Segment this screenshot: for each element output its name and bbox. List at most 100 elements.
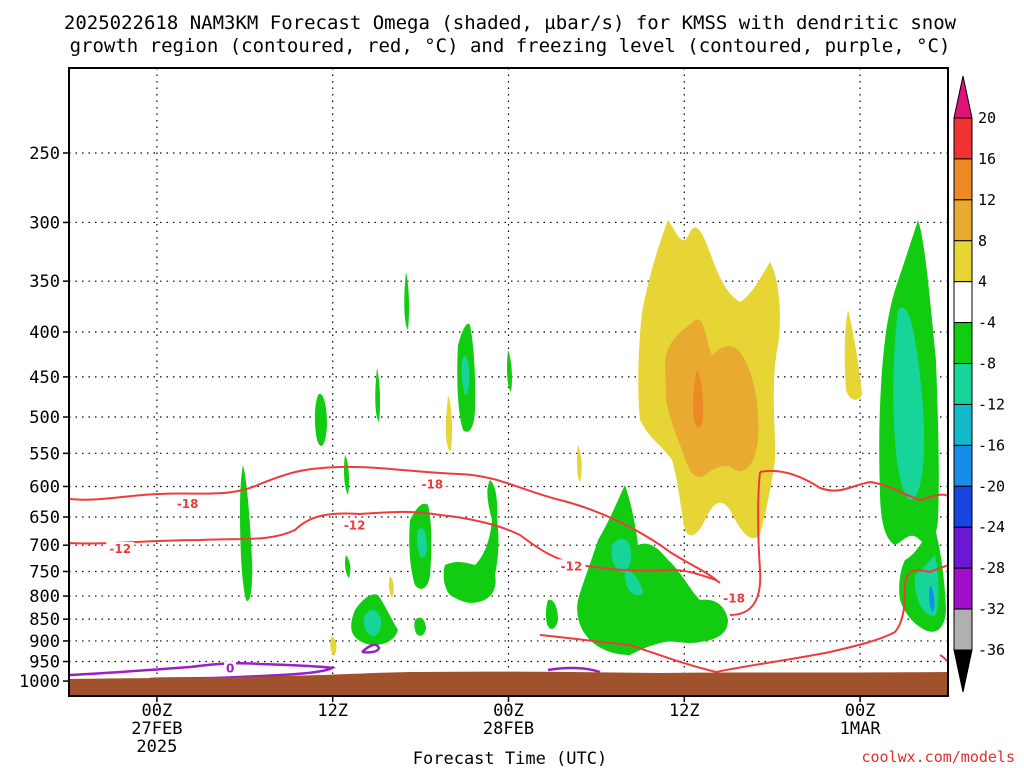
colorbar-label: 16 bbox=[978, 150, 996, 168]
colorbar-label: -12 bbox=[978, 395, 1005, 413]
omega-shade-orange-inner bbox=[665, 319, 759, 478]
chart-title-line2: growth region (contoured, red, °C) and f… bbox=[70, 35, 951, 57]
colorbar-label: -36 bbox=[978, 641, 1005, 659]
omega-shade-yellow-small2 bbox=[576, 445, 582, 482]
dgz-contours bbox=[69, 465, 948, 674]
omega-shading bbox=[240, 220, 946, 656]
colorbar-swatch bbox=[953, 363, 973, 405]
y-tick-label: 700 bbox=[29, 536, 60, 556]
contour-label: -18 bbox=[421, 478, 443, 492]
freezing-contour-small bbox=[361, 643, 381, 654]
omega-shade-teal-central-right2 bbox=[624, 570, 643, 596]
contour-label-bg bbox=[720, 591, 749, 606]
omega-shade-green-small-e bbox=[344, 455, 349, 495]
x-tick-label: 28FEB bbox=[483, 719, 534, 739]
colorbar-swatch bbox=[953, 485, 973, 528]
contour-label-bg bbox=[106, 541, 135, 556]
omega-shade-teal-lower-left bbox=[363, 609, 382, 636]
plot-area: -18-12-12-18-12-18-120 bbox=[69, 68, 948, 696]
contour-minus18 bbox=[69, 465, 721, 584]
omega-shade-green-small-f bbox=[345, 555, 351, 578]
omega-shade-teal-center2 bbox=[416, 528, 427, 558]
y-tick-label: 450 bbox=[29, 368, 60, 388]
colorbar-label: -8 bbox=[978, 355, 996, 373]
y-tick-label: 400 bbox=[29, 323, 60, 343]
colorbar-swatch bbox=[953, 322, 973, 365]
omega-shade-teal-mid-tall bbox=[461, 355, 470, 395]
colorbar-label: 8 bbox=[978, 232, 987, 250]
colorbar-swatch bbox=[953, 240, 973, 283]
colorbar-swatch bbox=[953, 158, 973, 201]
x-tick-label: 12Z bbox=[669, 701, 700, 721]
colorbar-label: 20 bbox=[978, 109, 996, 127]
freezing-contour-right bbox=[547, 666, 601, 674]
x-tick-label: 2025 bbox=[136, 737, 177, 757]
colorbar: 20 16 12 8 4 -4 -8 -12 -16 -20 -24 -28 -32 -36 bbox=[953, 75, 1005, 693]
colorbar-label: -16 bbox=[978, 436, 1005, 454]
omega-shade-teal-far-right bbox=[893, 307, 925, 500]
x-axis-label: Forecast Time (UTC) bbox=[413, 749, 607, 768]
contour-minus18-right bbox=[759, 469, 948, 502]
y-tick-label: 750 bbox=[29, 562, 60, 582]
colorbar-top-arrow bbox=[953, 75, 973, 119]
x-tick-label: 00Z bbox=[845, 701, 876, 721]
x-tick-label: 00Z bbox=[142, 701, 173, 721]
colorbar-label: -28 bbox=[978, 559, 1005, 577]
colorbar-swatch bbox=[953, 567, 973, 610]
colorbar-label: -4 bbox=[978, 314, 996, 332]
y-tick-label: 250 bbox=[29, 144, 60, 164]
omega-shade-blue-far-right-lower bbox=[929, 585, 935, 612]
contour-label-bg bbox=[340, 518, 369, 533]
omega-shade-teal-central-right bbox=[611, 538, 632, 572]
omega-shade-green-small-c bbox=[314, 394, 327, 446]
contour-minus12-lower bbox=[539, 564, 948, 674]
x-tick-label: 27FEB bbox=[131, 719, 182, 739]
contour-label: -12 bbox=[344, 519, 366, 533]
colorbar-bottom-arrow bbox=[953, 649, 973, 693]
contour-label: -12 bbox=[109, 542, 131, 556]
omega-shade-yellow-right bbox=[844, 310, 862, 400]
omega-shade-green-small-b bbox=[375, 368, 381, 422]
omega-shade-yellow-small3 bbox=[388, 576, 394, 598]
y-tick-label: 850 bbox=[29, 610, 60, 630]
colorbar-swatch bbox=[953, 199, 973, 242]
omega-shade-green-small-a bbox=[404, 272, 410, 330]
colorbar-label: -20 bbox=[978, 477, 1005, 495]
colorbar-swatch bbox=[953, 444, 973, 487]
omega-shade-green-lower-center bbox=[545, 599, 558, 629]
y-tick-label: 300 bbox=[29, 213, 60, 233]
credit-text: coolwx.com/models bbox=[861, 748, 1015, 766]
colorbar-label: -24 bbox=[978, 518, 1005, 536]
contour-minus18-right-down bbox=[729, 471, 762, 616]
colorbar-swatch bbox=[953, 526, 973, 569]
y-tick-label: 900 bbox=[29, 632, 60, 652]
x-tick-label: 12Z bbox=[317, 701, 348, 721]
contour-label: -18 bbox=[723, 591, 745, 605]
y-tick-label: 500 bbox=[29, 408, 60, 428]
contour-label: -12 bbox=[561, 559, 583, 573]
colorbar-label: 4 bbox=[978, 273, 987, 291]
colorbar-label: -32 bbox=[978, 600, 1005, 618]
contour-label-bg bbox=[418, 477, 447, 492]
chart-title-line1: 2025022618 NAM3KM Forecast Omega (shaded… bbox=[64, 12, 957, 34]
colorbar-swatch bbox=[953, 117, 973, 160]
grid-lines bbox=[69, 68, 948, 696]
contour-label-bg bbox=[173, 496, 202, 511]
omega-shade-green-center bbox=[443, 480, 499, 603]
x-tick-label: 1MAR bbox=[840, 719, 882, 739]
y-tick-label: 950 bbox=[29, 653, 60, 673]
y-tick-label: 650 bbox=[29, 508, 60, 528]
colorbar-label: 12 bbox=[978, 191, 996, 209]
contour-label-bg bbox=[224, 661, 237, 676]
y-axis: 2503003504004505005506006507007508008509… bbox=[19, 144, 69, 692]
contour-minus12 bbox=[69, 510, 717, 581]
colorbar-swatch bbox=[953, 403, 973, 446]
omega-shade-green-left bbox=[240, 465, 253, 601]
omega-shade-yellow-small1 bbox=[445, 395, 452, 451]
contour-label: 0 bbox=[226, 661, 234, 675]
y-tick-label: 600 bbox=[29, 477, 60, 497]
terrain-ground bbox=[69, 671, 948, 696]
omega-shade-orange-core bbox=[693, 370, 704, 428]
